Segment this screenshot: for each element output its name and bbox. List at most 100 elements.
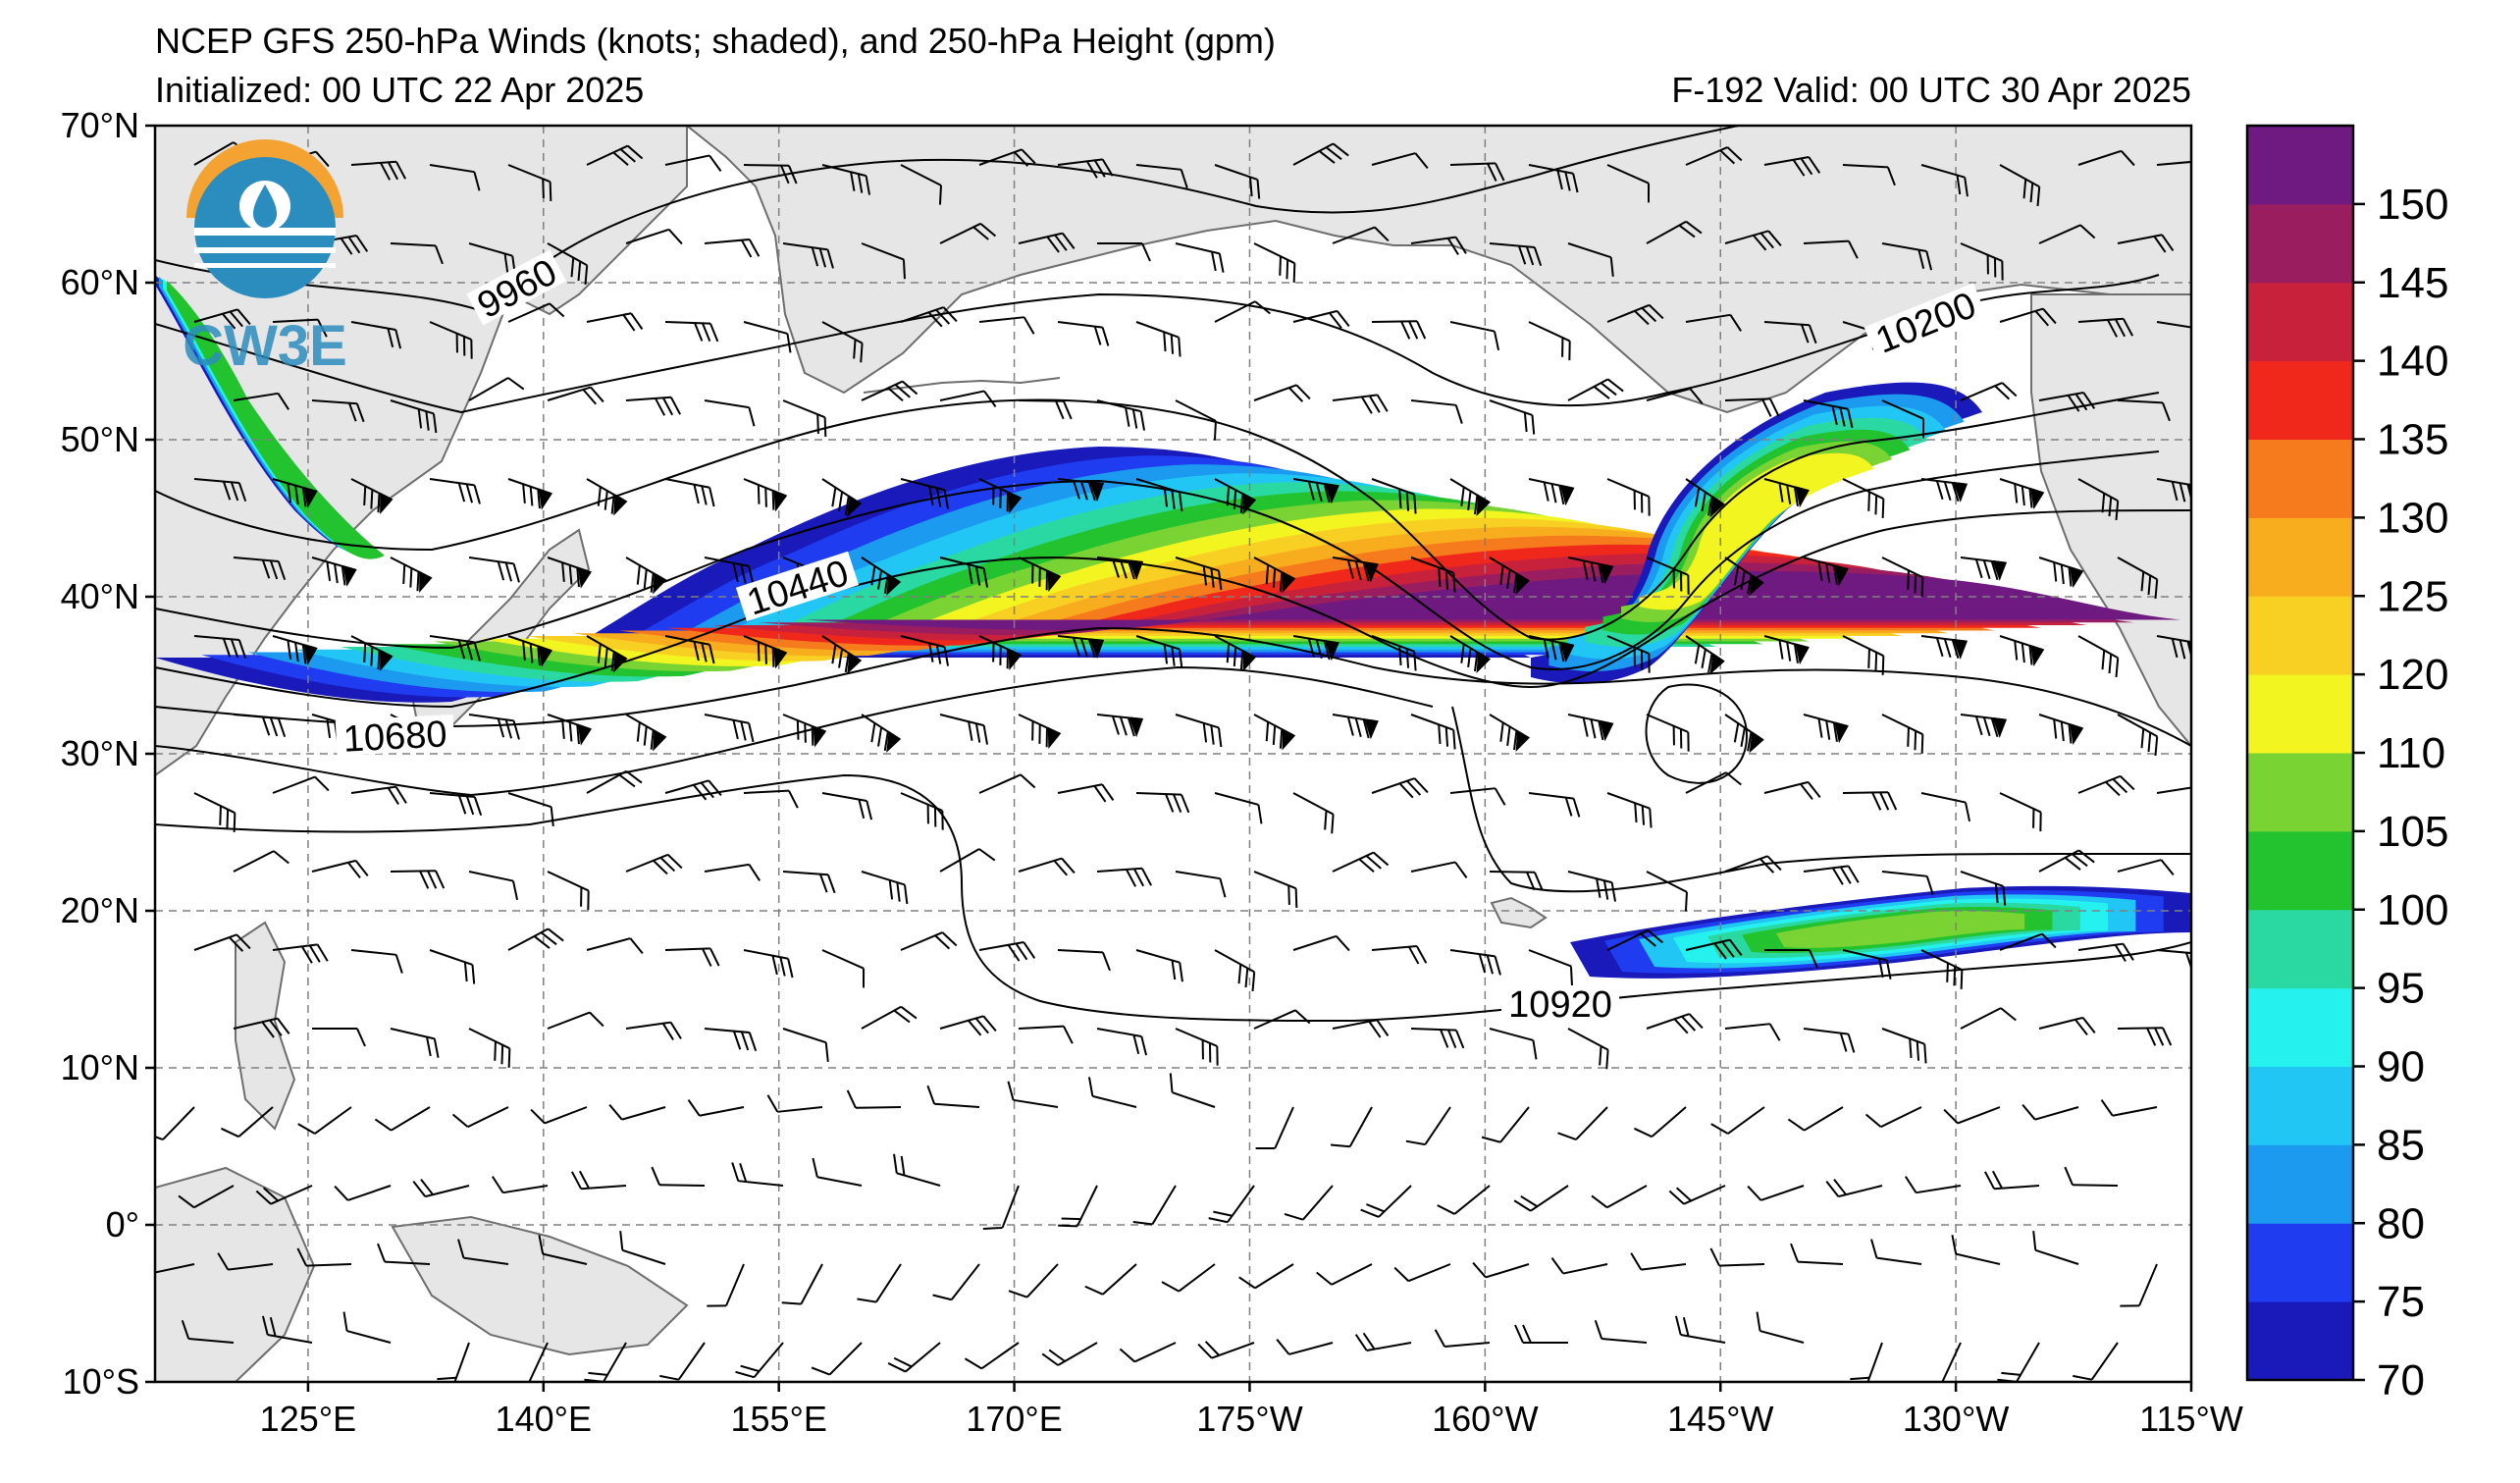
- wind-barb: [390, 242, 444, 265]
- wind-barb: [900, 306, 958, 328]
- wind-barb: [1197, 1341, 1255, 1359]
- wind-barb: [743, 164, 798, 185]
- wind-barb: [1724, 397, 1780, 417]
- wind-barb: [1253, 556, 1296, 594]
- water-drop-icon: [253, 185, 277, 228]
- wind-barb: [1057, 158, 1114, 179]
- colorbar-label: 135: [2377, 416, 2448, 464]
- wind-barb: [527, 1342, 549, 1382]
- wind-barb: [743, 478, 788, 512]
- land-hawaii: [1490, 896, 1548, 929]
- wind-barb: [1410, 1028, 1465, 1049]
- wind-barb: [887, 1342, 941, 1373]
- wind-barb: [1449, 635, 1492, 673]
- wind-barb: [1214, 792, 1263, 824]
- wind-barb: [619, 1231, 666, 1265]
- wind-barb: [1096, 714, 1144, 738]
- wind-barb: [350, 321, 402, 349]
- wind-barb: [625, 396, 682, 416]
- wind-barb: [350, 160, 407, 181]
- lat-label: 50°N: [61, 419, 139, 459]
- wind-barb: [530, 1106, 588, 1125]
- grid-lines: [155, 126, 2191, 1382]
- colorbar-label: 90: [2377, 1043, 2425, 1091]
- colorbar-segment: [2247, 203, 2353, 284]
- colorbar-segment: [2247, 753, 2353, 832]
- wind-barb: [900, 164, 942, 205]
- wind-barb: [1685, 478, 1725, 518]
- colorbar-label: 70: [2377, 1356, 2425, 1404]
- wind-barb: [1567, 378, 1624, 401]
- wind-barb: [586, 769, 643, 794]
- wind-barb: [1057, 635, 1105, 660]
- wind-barb: [821, 635, 863, 674]
- wind-barb: [821, 792, 873, 821]
- wind-barb: [468, 377, 525, 401]
- wind-barb: [1999, 635, 2045, 667]
- wind-barb: [233, 850, 289, 873]
- wind-barb: [812, 1157, 863, 1187]
- jet-nw-band: [167, 281, 385, 559]
- contour-closed: [1645, 683, 1749, 784]
- wind-barb: [1175, 1028, 1219, 1066]
- wind-barb: [1135, 478, 1183, 512]
- wind-barb: [547, 871, 590, 911]
- colorbar-label: 130: [2377, 494, 2448, 542]
- wind-barb: [1371, 777, 1429, 799]
- jet-subtropical-band: [1776, 911, 2025, 948]
- cw3e-logo: CW3E: [183, 139, 347, 378]
- wind-barb: [982, 1185, 1020, 1230]
- wind-barb: [782, 871, 836, 894]
- wind-barb: [939, 1015, 997, 1036]
- wind-barb: [255, 1185, 313, 1205]
- wind-barb: [1096, 1028, 1148, 1056]
- wind-barb: [1999, 792, 2042, 832]
- wind-barb: [2117, 234, 2175, 253]
- lat-labels: 70°N 60°N 50°N 40°N 30°N 20°N 10°N 0° 10°S: [61, 105, 139, 1402]
- wind-barb: [272, 318, 328, 338]
- colorbar-label: 120: [2377, 651, 2448, 699]
- wind-barb: [1371, 152, 1429, 170]
- lat-label: 60°N: [61, 262, 139, 302]
- wind-barb: [468, 556, 520, 583]
- contour-label-10920: 10920: [1508, 984, 1612, 1026]
- wind-barb: [857, 1263, 902, 1303]
- colorbar-label: 80: [2377, 1199, 2425, 1247]
- wind-barb: [1084, 1263, 1137, 1296]
- wind-barb: [1332, 714, 1379, 740]
- wind-barb: [782, 714, 827, 748]
- wind-barb: [1096, 867, 1153, 887]
- wind-barb: [261, 1315, 313, 1344]
- wind-barb: [1803, 239, 1859, 259]
- wind-barb: [782, 399, 827, 437]
- wind-barb: [743, 321, 792, 353]
- wind-barb: [861, 556, 902, 596]
- contour-10440: [155, 509, 2191, 709]
- wind-barb: [193, 933, 251, 952]
- wind-barb: [1606, 164, 1651, 203]
- wind-barb: [1550, 1257, 1608, 1275]
- wind-barb: [1756, 1311, 1805, 1344]
- wind-barb: [1920, 949, 1964, 989]
- wind-barb: [659, 1342, 706, 1381]
- wind-barb: [1920, 635, 1969, 660]
- wind-barb: [1371, 320, 1427, 340]
- wind-barb: [2038, 849, 2095, 873]
- wind-barb: [1920, 478, 1969, 503]
- wind-barb: [704, 399, 756, 427]
- wind-barb: [781, 1263, 823, 1305]
- wind-barb: [1567, 1028, 1609, 1070]
- wind-barb: [1472, 1261, 1530, 1279]
- wind-barb: [1087, 1077, 1137, 1108]
- wind-barb: [272, 478, 318, 508]
- wind-barb: [1842, 635, 1885, 675]
- wind-barb: [374, 1106, 431, 1132]
- wind-barb: [2038, 1016, 2096, 1035]
- wind-barb: [704, 863, 761, 881]
- wind-barb: [1135, 635, 1183, 669]
- wind-barb: [1606, 303, 1664, 326]
- wind-barb: [2038, 224, 2096, 244]
- wind-barb: [1940, 1342, 1962, 1382]
- wind-barb: [507, 478, 553, 510]
